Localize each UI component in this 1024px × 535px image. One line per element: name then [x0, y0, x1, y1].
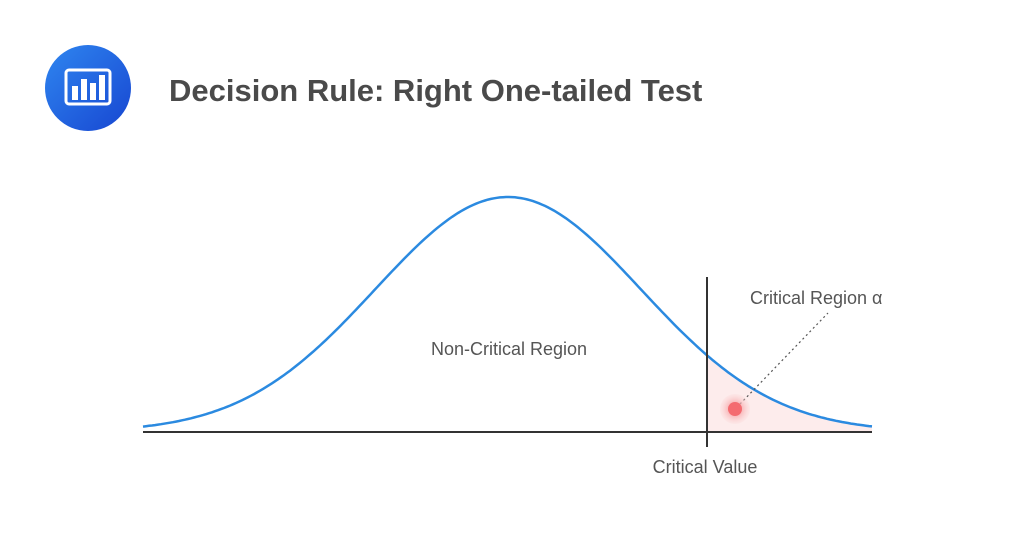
- logo-icon: [45, 45, 131, 131]
- critical-region-label: Critical Region α: [750, 288, 882, 308]
- non-critical-label: Non-Critical Region: [431, 339, 587, 359]
- title: Decision Rule: Right One-tailed Test: [169, 73, 702, 108]
- critical-value-label: Critical Value: [653, 457, 758, 477]
- region-marker: [728, 402, 742, 416]
- bell-curve: [142, 195, 873, 428]
- pointer-line: [739, 312, 829, 405]
